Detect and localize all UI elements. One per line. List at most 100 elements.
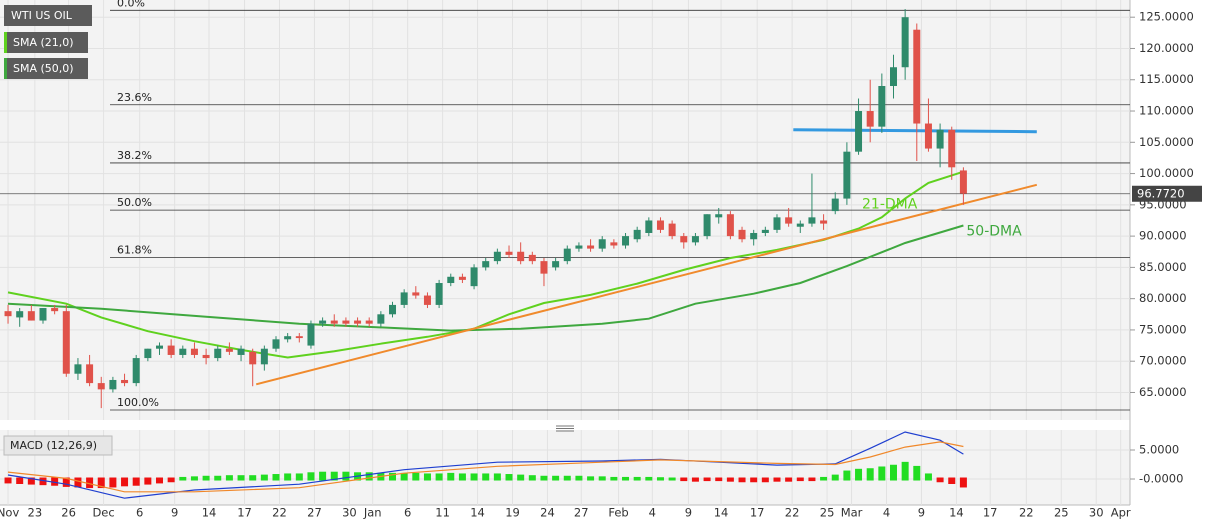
candle-body (598, 239, 606, 249)
histogram-bar (237, 475, 245, 481)
candle-body (715, 214, 723, 218)
x-tick-label: Nov (0, 506, 19, 520)
macd-panel (0, 430, 1130, 505)
candle-body (726, 214, 734, 237)
candle-body (144, 348, 152, 359)
histogram-bar (843, 470, 851, 481)
histogram-bar (936, 477, 944, 483)
histogram-bar (249, 475, 257, 481)
histogram-bar (505, 474, 513, 481)
x-tick-label: 17 (237, 506, 252, 520)
x-tick-label: 19 (505, 506, 520, 520)
candle-body (680, 236, 688, 243)
histogram-bar (16, 477, 24, 484)
x-tick-label: 24 (540, 506, 555, 520)
histogram-bar (796, 477, 804, 482)
y-tick-label: 115.0000 (1139, 72, 1194, 86)
histogram-bar (855, 468, 863, 481)
histogram-bar (86, 477, 94, 489)
candle-body (109, 379, 117, 390)
candle-body (27, 311, 35, 321)
x-tick-label: Mar (841, 506, 863, 520)
histogram-bar (866, 468, 874, 481)
histogram-bar (470, 473, 478, 481)
x-tick-label: 14 (949, 506, 964, 520)
candle-body (423, 295, 431, 305)
histogram-bar (517, 474, 525, 481)
histogram-bar (913, 465, 921, 481)
y-tick-label: 105.0000 (1139, 135, 1194, 149)
macd-line (7, 431, 964, 499)
histogram-bar (924, 473, 932, 481)
candle-body (155, 345, 163, 349)
x-tick-label: 22 (272, 506, 287, 520)
histogram-bar (645, 476, 653, 481)
candle-body (959, 170, 967, 194)
candle-body (412, 292, 420, 296)
candle-body (889, 67, 897, 87)
histogram-bar (423, 473, 431, 481)
candle-body (750, 232, 758, 240)
sma-line (7, 224, 964, 332)
trend-line (793, 128, 1037, 134)
x-tick-label: 30 (342, 506, 357, 520)
candle-body (691, 236, 699, 243)
histogram-bar (39, 477, 47, 486)
x-tick-label: 17 (750, 506, 765, 520)
candle-body (540, 261, 548, 274)
histogram-bar (948, 477, 956, 484)
last-price-label: 96.7720 (1137, 186, 1185, 200)
y-tick-label: 75.0000 (1139, 322, 1187, 336)
legend-swatch (4, 58, 7, 79)
splitter[interactable] (556, 425, 574, 432)
histogram-bar (808, 477, 816, 482)
histogram-bar (260, 474, 268, 481)
candle-body (249, 351, 257, 365)
x-tick-label: 9 (685, 506, 692, 520)
candle-body (785, 217, 793, 224)
histogram-bar (761, 477, 769, 483)
histogram-bar (330, 471, 338, 481)
histogram-bar (575, 475, 583, 481)
histogram-bar (691, 477, 699, 482)
candle-body (913, 29, 921, 124)
histogram-bar (307, 472, 315, 481)
candle-body (482, 261, 490, 268)
candle-body (97, 383, 105, 390)
histogram-bar (889, 464, 897, 481)
x-tick-label: Feb (608, 506, 628, 520)
histogram-bar (179, 476, 187, 481)
histogram-bar (458, 473, 466, 481)
histogram-bar (365, 472, 373, 481)
candle-body (365, 320, 373, 324)
legend-box (4, 5, 92, 26)
annotation: 50-DMA (966, 223, 1022, 239)
candle-body (587, 245, 595, 249)
candle-body (307, 323, 315, 346)
y-tick-label: 80.0000 (1139, 291, 1187, 305)
legend-title: MACD (12,26,9) (10, 439, 97, 452)
histogram-bar (121, 477, 129, 487)
x-tick-label: 4 (649, 506, 656, 520)
candle-body (51, 308, 59, 312)
y-tick-label: 5.0000 (1139, 443, 1179, 457)
candle-body (4, 311, 12, 317)
histogram-bar (668, 477, 676, 481)
candle-body (16, 311, 24, 318)
candle-body (121, 379, 129, 384)
histogram-bar (4, 477, 12, 484)
legend-label: SMA (21,0) (13, 36, 74, 49)
histogram-bar (738, 477, 746, 483)
histogram-bar (901, 461, 909, 481)
fib-label: 50.0% (117, 196, 152, 209)
fib-label: 23.6% (117, 91, 152, 104)
candle-body (237, 348, 245, 355)
histogram-bar (225, 475, 233, 481)
candle-body (400, 292, 408, 305)
legend-label: SMA (50,0) (13, 62, 74, 75)
fib-label: 61.8% (117, 243, 152, 256)
histogram-bar (820, 476, 828, 481)
histogram-bar (563, 475, 571, 481)
legend-title: WTI US OIL (11, 9, 73, 22)
